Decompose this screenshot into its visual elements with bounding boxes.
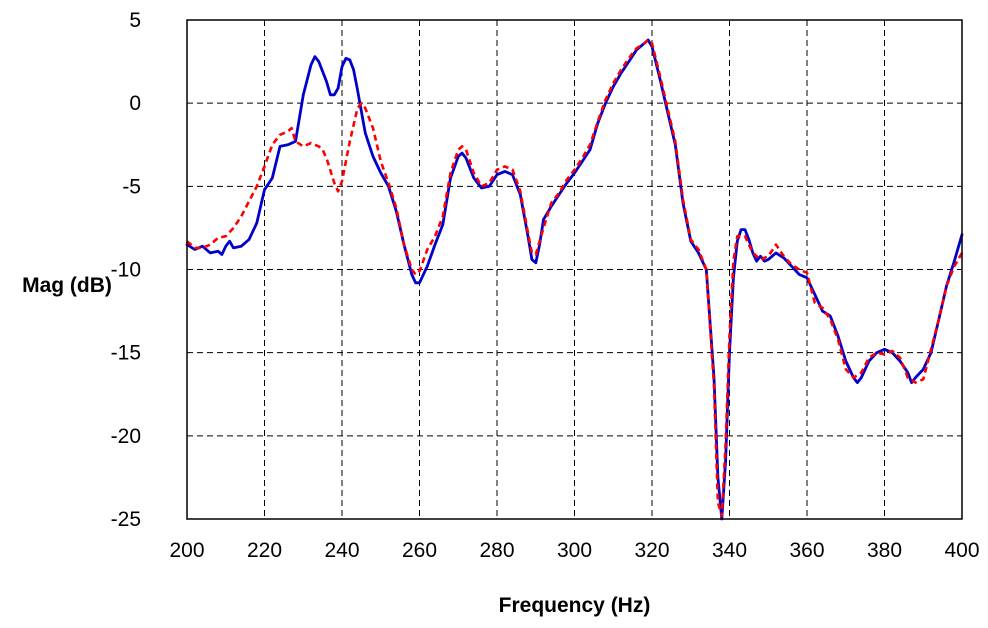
x-tick-label: 300 xyxy=(557,539,592,562)
x-tick-labels: 200 220 240 260 280 300 320 340 360 380 400 xyxy=(169,539,979,562)
x-tick-label: 360 xyxy=(789,539,824,562)
gridlines xyxy=(187,20,962,519)
y-axis-title: Mag (dB) xyxy=(22,274,112,297)
y-tick-label: -5 xyxy=(122,175,141,198)
x-axis-title: Frequency (Hz) xyxy=(499,594,651,617)
x-tick-label: 380 xyxy=(867,539,902,562)
x-tick-label: 340 xyxy=(712,539,747,562)
x-tick-label: 260 xyxy=(402,539,437,562)
y-tick-label: -25 xyxy=(111,508,141,531)
x-tick-label: 400 xyxy=(944,539,979,562)
y-tick-label: 0 xyxy=(129,92,141,115)
y-tick-label: 5 xyxy=(129,9,141,32)
plot-area-frame xyxy=(186,19,963,520)
y-tick-label: -15 xyxy=(111,342,141,365)
series-layer xyxy=(185,38,964,521)
y-tick-label: -10 xyxy=(111,259,141,282)
x-tick-label: 280 xyxy=(479,539,514,562)
y-tick-label: -20 xyxy=(111,425,141,448)
y-tick-labels: 5 0 -5 -10 -15 -20 -25 xyxy=(111,9,141,531)
x-tick-label: 220 xyxy=(247,539,282,562)
x-tick-label: 320 xyxy=(634,539,669,562)
x-tick-label: 200 xyxy=(169,539,204,562)
series-line-2 xyxy=(186,38,964,517)
x-tick-label: 240 xyxy=(324,539,359,562)
